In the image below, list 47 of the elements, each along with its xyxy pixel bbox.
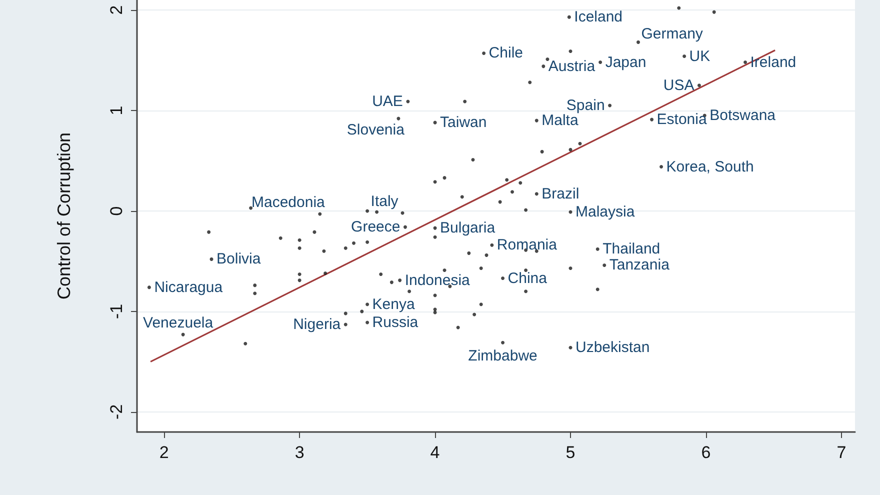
annotation: UK (689, 48, 710, 65)
y-tick-label: -1 (107, 304, 126, 320)
y-tick-label: 2 (107, 5, 126, 15)
annotation: Korea, South (666, 158, 754, 176)
annotation: Italy (370, 192, 399, 210)
annotation: UAE (372, 92, 403, 110)
y-tick-label: 1 (107, 106, 126, 116)
annotation: Malaysia (576, 203, 636, 220)
annotation: Kenya (372, 296, 416, 313)
x-tick-label: 2 (159, 443, 169, 462)
annotation: China (508, 270, 548, 287)
annotation: Chile (488, 44, 523, 62)
annotation: Venezuela (143, 314, 214, 332)
annotation: Germany (641, 26, 704, 43)
annotation: Estonia (656, 111, 708, 128)
annotation: Botswana (710, 107, 776, 124)
annotation: Thailand (602, 240, 660, 258)
x-tick-label: 7 (836, 443, 846, 462)
annotation: Tanzania (609, 256, 670, 274)
annotation: Spain (566, 96, 605, 114)
annotation: Indonesia (404, 272, 471, 289)
annotation: Taiwan (440, 114, 487, 132)
annotation: Greece (351, 218, 400, 236)
annotation: Russia (372, 314, 419, 331)
annotation: Ireland (750, 54, 796, 71)
x-tick-label: 6 (701, 443, 711, 462)
annotation: Uzbekistan (576, 339, 650, 356)
annotation: Austria (548, 58, 596, 75)
annotation: Zimbabwe (468, 348, 538, 365)
y-tick-label: -2 (107, 404, 126, 420)
annotation: Slovenia (346, 122, 406, 139)
annotation: Iceland (574, 8, 623, 26)
annotation: Macedonia (251, 194, 326, 211)
annotation: Romania (496, 236, 558, 254)
annotation: USA (663, 76, 694, 94)
x-tick-label: 4 (430, 443, 440, 462)
annotation: Bolivia (216, 250, 262, 268)
y-tick-label: 0 (107, 206, 126, 216)
annotation: Nigeria (293, 316, 342, 333)
x-tick-label: 5 (566, 443, 576, 462)
x-tick-label: 3 (294, 443, 304, 462)
annotation: Bulgaria (440, 220, 496, 237)
annotation: Brazil (542, 185, 580, 202)
y-axis-title: Control of Corruption (54, 132, 74, 300)
annotation: Japan (605, 54, 646, 71)
annotation: Malta (542, 112, 579, 130)
annotation: Nicaragua (154, 278, 224, 296)
